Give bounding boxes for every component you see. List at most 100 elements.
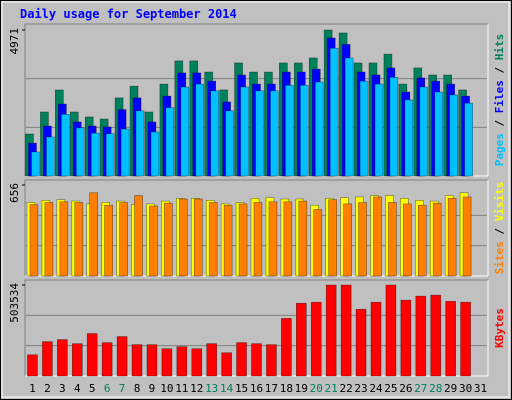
bar bbox=[417, 204, 427, 277]
bar bbox=[59, 201, 69, 277]
bar bbox=[415, 295, 427, 377]
bar bbox=[119, 202, 128, 277]
legend: KBytes bbox=[493, 308, 506, 348]
bar bbox=[86, 333, 98, 377]
bar bbox=[179, 198, 188, 277]
bar bbox=[355, 308, 367, 377]
bar bbox=[281, 318, 292, 377]
bar bbox=[314, 81, 324, 177]
legend-entry: KBytes bbox=[493, 308, 506, 348]
bar bbox=[430, 294, 442, 377]
bar bbox=[29, 204, 39, 277]
x-tick-label: 25 bbox=[384, 382, 397, 395]
bar bbox=[240, 86, 249, 177]
legend-separator: / bbox=[493, 221, 506, 241]
bar bbox=[225, 110, 234, 177]
x-tick-label: 11 bbox=[175, 382, 188, 395]
bar bbox=[370, 301, 382, 377]
x-tick-label: 4 bbox=[74, 382, 81, 395]
bar bbox=[343, 203, 352, 277]
bar bbox=[300, 84, 309, 177]
bar bbox=[161, 348, 173, 377]
legend: Sites / Visits bbox=[493, 182, 506, 275]
bar bbox=[191, 348, 203, 377]
bar bbox=[238, 203, 248, 277]
bar bbox=[432, 202, 442, 277]
bar bbox=[195, 83, 205, 177]
bar bbox=[388, 202, 397, 277]
legend-separator: / bbox=[493, 60, 506, 80]
chart-title: Daily usage for September 2014 bbox=[20, 7, 237, 21]
bar bbox=[223, 204, 233, 277]
bar bbox=[57, 339, 68, 377]
bar bbox=[44, 202, 54, 277]
bar bbox=[101, 342, 113, 377]
bar bbox=[344, 57, 354, 177]
bar bbox=[403, 203, 412, 277]
bar bbox=[71, 343, 83, 377]
bar bbox=[325, 284, 337, 377]
bar bbox=[296, 302, 307, 377]
bar bbox=[285, 84, 294, 177]
bar bbox=[176, 346, 188, 377]
x-tick-label: 3 bbox=[59, 382, 66, 395]
legend-entry: Hits bbox=[493, 34, 506, 61]
bar bbox=[449, 94, 458, 177]
bar bbox=[460, 301, 471, 377]
bar bbox=[236, 342, 247, 377]
bar bbox=[270, 90, 279, 177]
x-tick-label: 13 bbox=[205, 382, 218, 395]
bar bbox=[131, 344, 143, 377]
bar bbox=[404, 99, 414, 177]
bar bbox=[221, 352, 232, 377]
x-tick-label: 6 bbox=[104, 382, 111, 395]
x-tick-label: 1 bbox=[29, 382, 36, 395]
bar bbox=[116, 336, 128, 377]
bar bbox=[74, 202, 84, 277]
bar bbox=[447, 198, 457, 277]
bar bbox=[400, 299, 412, 377]
x-tick-label: 7 bbox=[119, 382, 126, 395]
legend-entry: Pages bbox=[493, 133, 506, 166]
y-tick-label: 4971 bbox=[8, 28, 21, 55]
bar bbox=[61, 114, 70, 177]
bar bbox=[389, 77, 399, 177]
x-tick-label: 27 bbox=[414, 382, 427, 395]
bar bbox=[90, 132, 100, 177]
bar bbox=[445, 301, 456, 377]
bar bbox=[165, 107, 175, 177]
bar bbox=[268, 201, 278, 277]
bar bbox=[135, 110, 145, 177]
x-tick-label: 21 bbox=[325, 382, 338, 395]
x-tick-label: 18 bbox=[280, 382, 293, 395]
x-tick-label: 19 bbox=[295, 382, 308, 395]
bar bbox=[150, 131, 160, 177]
bar bbox=[266, 344, 277, 377]
x-tick-label: 22 bbox=[339, 382, 352, 395]
bar bbox=[206, 343, 217, 377]
bar bbox=[340, 284, 352, 377]
bar bbox=[134, 195, 143, 277]
bar bbox=[120, 128, 130, 177]
x-tick-label: 24 bbox=[369, 382, 383, 395]
x-tick-label: 30 bbox=[459, 382, 472, 395]
x-tick-label: 10 bbox=[160, 382, 173, 395]
x-tick-label: 31 bbox=[474, 382, 487, 395]
bar bbox=[329, 47, 339, 177]
bar bbox=[283, 201, 293, 277]
x-tick-label: 17 bbox=[265, 382, 278, 395]
legend-entry: Visits bbox=[493, 182, 506, 222]
legend-entry: Files bbox=[493, 80, 506, 113]
bar bbox=[434, 91, 444, 177]
x-tick-label: 20 bbox=[310, 382, 323, 395]
x-tick-label: 12 bbox=[190, 382, 203, 395]
bar bbox=[42, 341, 53, 377]
x-tick-label: 9 bbox=[149, 382, 156, 395]
bar bbox=[419, 86, 429, 177]
x-tick-label: 28 bbox=[429, 382, 442, 395]
bar bbox=[462, 196, 472, 277]
x-tick-label: 26 bbox=[399, 382, 412, 395]
legend: Pages / Files / Hits bbox=[493, 34, 506, 167]
